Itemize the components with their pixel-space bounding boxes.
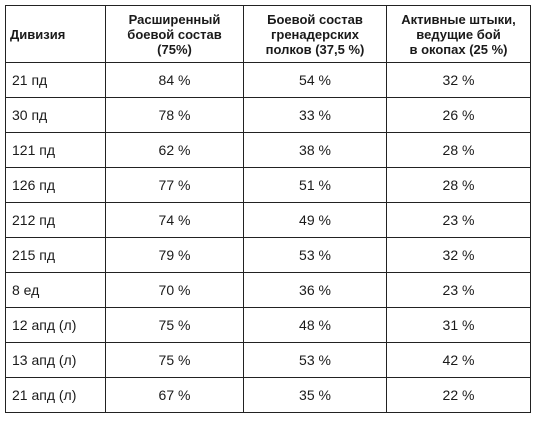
cell-extended: 77 %	[105, 167, 244, 203]
header-line: полков (37,5 %)	[265, 41, 365, 57]
header-active-bayonets: Активные штыки, ведущие бой в окопах (25…	[386, 5, 531, 63]
table-body: 21 пд 84 % 54 % 32 % 30 пд 78 % 33 % 26 …	[5, 62, 531, 413]
header-line: в окопах (25 %)	[409, 41, 508, 57]
cell-active: 42 %	[386, 342, 531, 378]
cell-active: 22 %	[386, 377, 531, 413]
cell-active: 32 %	[386, 62, 531, 98]
cell-grenadier: 36 %	[243, 272, 387, 308]
cell-extended: 70 %	[105, 272, 244, 308]
cell-extended: 75 %	[105, 307, 244, 343]
cell-division: 212 пд	[5, 202, 106, 238]
cell-extended: 74 %	[105, 202, 244, 238]
table-row: 212 пд 74 % 49 % 23 %	[5, 202, 531, 238]
cell-division: 121 пд	[5, 132, 106, 168]
header-line: боевой состав	[127, 26, 222, 42]
cell-active: 28 %	[386, 167, 531, 203]
data-table: Дивизия Расширенный боевой состав (75%) …	[5, 5, 531, 413]
cell-division: 215 пд	[5, 237, 106, 273]
header-line: (75%)	[157, 41, 192, 57]
table-header: Дивизия Расширенный боевой состав (75%) …	[5, 5, 531, 63]
cell-grenadier: 53 %	[243, 237, 387, 273]
header-line: Боевой состав	[267, 11, 363, 27]
header-grenadier-strength: Боевой состав гренадерских полков (37,5 …	[243, 5, 387, 63]
header-extended-strength: Расширенный боевой состав (75%)	[105, 5, 244, 63]
table-row: 30 пд 78 % 33 % 26 %	[5, 97, 531, 133]
cell-grenadier: 51 %	[243, 167, 387, 203]
cell-division: 8 ед	[5, 272, 106, 308]
cell-active: 28 %	[386, 132, 531, 168]
cell-extended: 79 %	[105, 237, 244, 273]
table-row: 21 пд 84 % 54 % 32 %	[5, 62, 531, 98]
cell-extended: 78 %	[105, 97, 244, 133]
table-row: 13 апд (л) 75 % 53 % 42 %	[5, 342, 531, 378]
cell-active: 31 %	[386, 307, 531, 343]
header-row: Дивизия Расширенный боевой состав (75%) …	[5, 5, 531, 63]
header-line: Расширенный	[128, 11, 221, 27]
cell-grenadier: 49 %	[243, 202, 387, 238]
cell-grenadier: 53 %	[243, 342, 387, 378]
cell-grenadier: 38 %	[243, 132, 387, 168]
table-row: 215 пд 79 % 53 % 32 %	[5, 237, 531, 273]
header-line: Активные штыки,	[401, 11, 516, 27]
cell-grenadier: 48 %	[243, 307, 387, 343]
cell-division: 30 пд	[5, 97, 106, 133]
table-row: 21 апд (л) 67 % 35 % 22 %	[5, 377, 531, 413]
cell-extended: 75 %	[105, 342, 244, 378]
cell-active: 32 %	[386, 237, 531, 273]
table-row: 8 ед 70 % 36 % 23 %	[5, 272, 531, 308]
cell-grenadier: 35 %	[243, 377, 387, 413]
header-line: Дивизия	[10, 26, 66, 42]
cell-division: 126 пд	[5, 167, 106, 203]
cell-division: 13 апд (л)	[5, 342, 106, 378]
cell-active: 26 %	[386, 97, 531, 133]
cell-extended: 62 %	[105, 132, 244, 168]
cell-extended: 67 %	[105, 377, 244, 413]
cell-division: 21 апд (л)	[5, 377, 106, 413]
header-division: Дивизия	[5, 5, 106, 63]
cell-extended: 84 %	[105, 62, 244, 98]
cell-grenadier: 33 %	[243, 97, 387, 133]
cell-active: 23 %	[386, 202, 531, 238]
header-line: гренадерских	[270, 26, 360, 42]
cell-grenadier: 54 %	[243, 62, 387, 98]
header-line: ведущие бой	[416, 26, 501, 42]
table-row: 12 апд (л) 75 % 48 % 31 %	[5, 307, 531, 343]
cell-division: 12 апд (л)	[5, 307, 106, 343]
cell-division: 21 пд	[5, 62, 106, 98]
cell-active: 23 %	[386, 272, 531, 308]
table-row: 121 пд 62 % 38 % 28 %	[5, 132, 531, 168]
table-row: 126 пд 77 % 51 % 28 %	[5, 167, 531, 203]
